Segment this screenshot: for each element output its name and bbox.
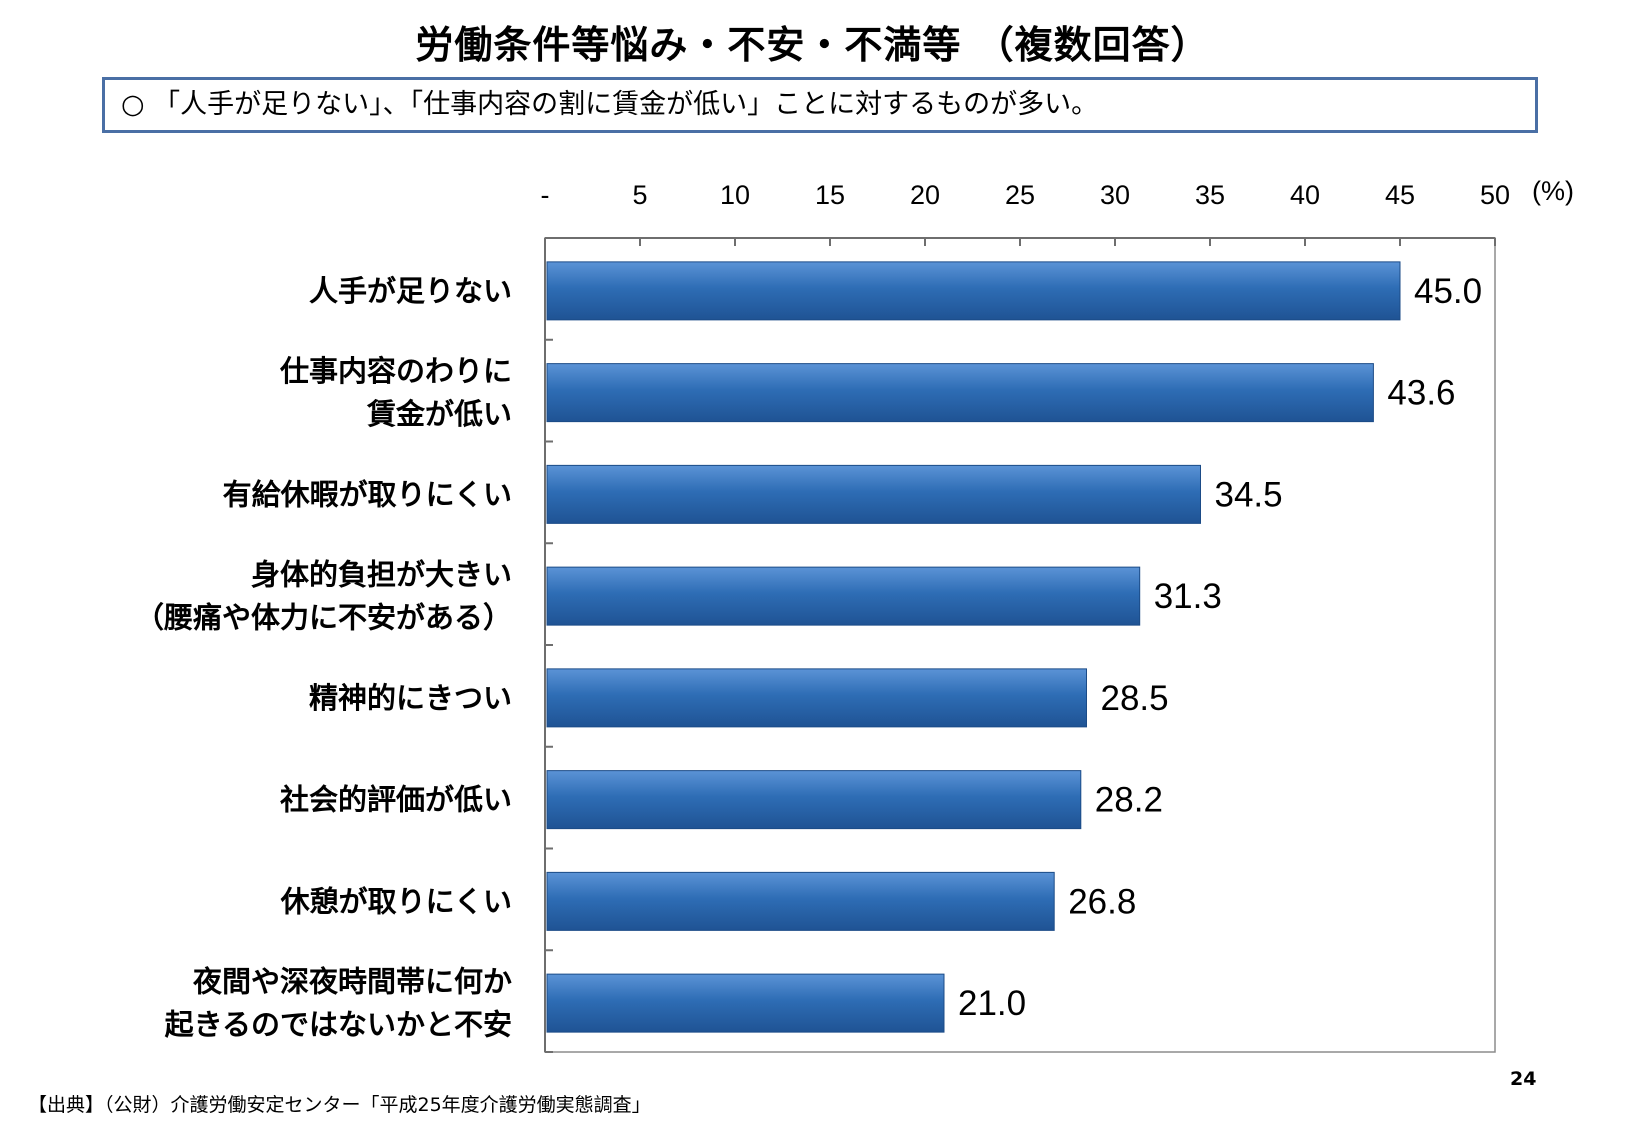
page-number: 24 bbox=[1510, 1068, 1537, 1090]
x-tick-label: 50 bbox=[1480, 180, 1510, 210]
x-tick-label: 15 bbox=[815, 180, 845, 210]
category-label: （腰痛や体力に不安がある） bbox=[135, 601, 512, 635]
x-tick-label: 25 bbox=[1005, 180, 1035, 210]
category-label: 賃金が低い bbox=[366, 397, 512, 431]
category-label: 社会的評価が低い bbox=[280, 783, 512, 817]
bar-value-label: 21.0 bbox=[958, 984, 1026, 1023]
x-unit-label: (%) bbox=[1532, 176, 1574, 206]
x-tick-label: 5 bbox=[632, 180, 647, 210]
category-label: 身体的負担が大きい bbox=[251, 558, 512, 592]
category-label: 有給休暇が取りにくい bbox=[223, 477, 512, 511]
bar-value-label: 43.6 bbox=[1387, 374, 1455, 413]
category-label: 起きるのではないかと不安 bbox=[165, 1009, 512, 1042]
bar bbox=[546, 261, 1401, 321]
bar bbox=[546, 566, 1141, 626]
x-tick-label: 35 bbox=[1195, 180, 1225, 210]
bar bbox=[546, 363, 1374, 423]
bar bbox=[546, 973, 945, 1033]
bar-value-label: 28.5 bbox=[1101, 679, 1169, 718]
category-label: 休憩が取りにくい bbox=[280, 884, 512, 918]
summary-box: ○ 「人手が足りない」、「仕事内容の割に賃金が低い」ことに対するものが多い。 bbox=[102, 77, 1538, 133]
bar-value-label: 31.3 bbox=[1154, 577, 1222, 616]
x-tick-label: 20 bbox=[910, 180, 940, 210]
bar bbox=[546, 464, 1201, 524]
bar-value-label: 26.8 bbox=[1068, 882, 1136, 921]
bar-value-label: 28.2 bbox=[1095, 781, 1163, 820]
category-label: 精神的にきつい bbox=[309, 681, 512, 715]
page-title: 労働条件等悩み・不安・不満等 （複数回答） bbox=[415, 23, 1210, 67]
bar bbox=[546, 668, 1087, 728]
x-tick-label: - bbox=[541, 180, 550, 210]
x-tick-label: 45 bbox=[1385, 180, 1415, 210]
bar bbox=[546, 871, 1055, 931]
source-note: 【出典】（公財）介護労働安定センター「平成25年度介護労働実態調査」 bbox=[28, 1094, 651, 1116]
x-tick-label: 30 bbox=[1100, 180, 1130, 210]
x-tick-label: 40 bbox=[1290, 180, 1320, 210]
category-label: 夜間や深夜時間帯に何か bbox=[192, 965, 512, 999]
category-label: 人手が足りない bbox=[309, 274, 512, 308]
x-tick-label: 10 bbox=[720, 180, 750, 210]
category-label: 仕事内容のわりに bbox=[279, 354, 512, 388]
bar bbox=[546, 770, 1082, 830]
bar-value-label: 45.0 bbox=[1414, 272, 1482, 311]
bar-value-label: 34.5 bbox=[1215, 475, 1283, 514]
